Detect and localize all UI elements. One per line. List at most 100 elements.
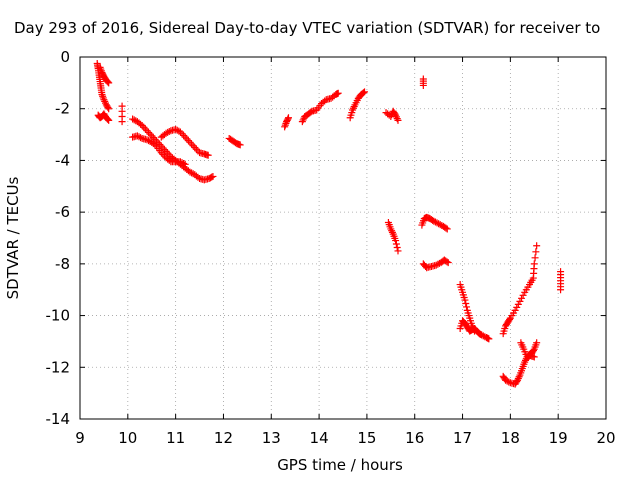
chart-title: Day 293 of 2016, Sidereal Day-to-day VTE… bbox=[14, 19, 600, 37]
data-point bbox=[164, 128, 172, 136]
data-point bbox=[361, 88, 369, 96]
data-point bbox=[105, 116, 113, 124]
data-point bbox=[157, 149, 165, 157]
data-point bbox=[514, 300, 522, 308]
data-point bbox=[281, 121, 289, 129]
plot-frame bbox=[79, 56, 607, 420]
data-point bbox=[485, 335, 493, 343]
data-point bbox=[118, 118, 126, 126]
x-tick-label: 12 bbox=[214, 429, 233, 447]
y-tick-labels: 0 -2 -4 -6 -8 -10 -12 -14 bbox=[46, 48, 71, 428]
data-point bbox=[521, 358, 529, 366]
data-point bbox=[98, 90, 106, 98]
data-point bbox=[103, 77, 111, 85]
data-point bbox=[444, 259, 452, 267]
data-point bbox=[478, 331, 486, 339]
data-point bbox=[388, 227, 396, 235]
data-point bbox=[165, 156, 173, 164]
x-tick-label: 11 bbox=[166, 429, 185, 447]
data-point bbox=[430, 217, 438, 225]
data-point bbox=[505, 378, 513, 386]
data-point bbox=[388, 228, 396, 236]
data-point bbox=[533, 339, 541, 347]
data-point bbox=[394, 116, 402, 124]
data-point bbox=[208, 173, 216, 181]
data-point bbox=[394, 247, 402, 255]
x-tick-label: 14 bbox=[310, 429, 329, 447]
data-point bbox=[138, 122, 146, 130]
data-point bbox=[522, 356, 530, 364]
data-point bbox=[191, 144, 199, 151]
data-point bbox=[530, 260, 538, 268]
y-tick-label: -14 bbox=[46, 410, 71, 428]
data-point bbox=[435, 220, 443, 228]
data-point bbox=[97, 65, 105, 73]
data-point bbox=[145, 137, 153, 145]
data-point bbox=[96, 63, 104, 71]
grid bbox=[80, 57, 606, 419]
x-tick-label: 10 bbox=[118, 429, 137, 447]
data-point bbox=[359, 89, 367, 97]
data-point bbox=[105, 79, 113, 87]
data-point bbox=[130, 116, 138, 124]
data-point bbox=[532, 248, 540, 256]
x-tick-label: 16 bbox=[405, 429, 424, 447]
data-point bbox=[97, 67, 105, 75]
data-point bbox=[172, 125, 180, 133]
data-point bbox=[176, 158, 184, 166]
data-point bbox=[349, 106, 357, 114]
data-point bbox=[148, 132, 156, 140]
data-point bbox=[299, 116, 307, 124]
data-point bbox=[162, 147, 170, 155]
data-point bbox=[392, 113, 400, 121]
data-point bbox=[392, 111, 400, 119]
data-point bbox=[149, 134, 157, 142]
data-point bbox=[442, 224, 450, 232]
data-point bbox=[461, 296, 469, 304]
data-point bbox=[129, 115, 137, 123]
x-axis-label: GPS time / hours bbox=[277, 456, 403, 474]
data-point bbox=[186, 138, 194, 146]
data-point bbox=[101, 97, 109, 105]
data-point bbox=[104, 115, 112, 123]
data-points bbox=[93, 59, 565, 388]
data-point bbox=[183, 135, 191, 143]
data-point bbox=[160, 146, 168, 154]
data-point bbox=[519, 291, 527, 299]
y-tick-label: -10 bbox=[46, 307, 71, 325]
data-point bbox=[391, 110, 399, 118]
data-point bbox=[178, 130, 186, 138]
x-tick-label: 13 bbox=[262, 429, 281, 447]
x-tick-labels: 9 10 11 12 13 14 15 16 17 18 19 20 bbox=[75, 429, 615, 447]
data-point bbox=[462, 300, 470, 308]
data-point bbox=[463, 303, 471, 311]
data-point bbox=[433, 219, 441, 227]
data-point bbox=[135, 133, 143, 141]
data-point bbox=[393, 115, 401, 123]
data-point bbox=[159, 150, 167, 158]
x-tick-label: 19 bbox=[549, 429, 568, 447]
data-point bbox=[349, 104, 357, 112]
data-point bbox=[531, 254, 539, 262]
y-axis-label: SDTVAR / TECUs bbox=[4, 176, 22, 299]
data-point bbox=[281, 123, 289, 131]
data-point bbox=[284, 115, 292, 123]
data-point bbox=[181, 160, 189, 168]
data-point bbox=[392, 240, 400, 248]
data-point bbox=[145, 128, 153, 136]
data-point bbox=[133, 132, 141, 140]
x-tick-label: 15 bbox=[357, 429, 376, 447]
y-tick-label: -4 bbox=[55, 151, 70, 169]
data-point bbox=[236, 141, 244, 149]
data-point bbox=[419, 81, 427, 89]
data-point bbox=[143, 136, 151, 144]
data-point bbox=[180, 159, 188, 167]
data-point bbox=[506, 315, 514, 323]
data-point bbox=[188, 169, 196, 177]
x-tick-label: 20 bbox=[596, 429, 615, 447]
data-point bbox=[141, 125, 149, 133]
y-tick-label: -8 bbox=[55, 255, 70, 273]
data-point bbox=[181, 133, 189, 141]
y-tick-label: -6 bbox=[55, 203, 70, 221]
y-tick-label: -12 bbox=[46, 358, 71, 376]
